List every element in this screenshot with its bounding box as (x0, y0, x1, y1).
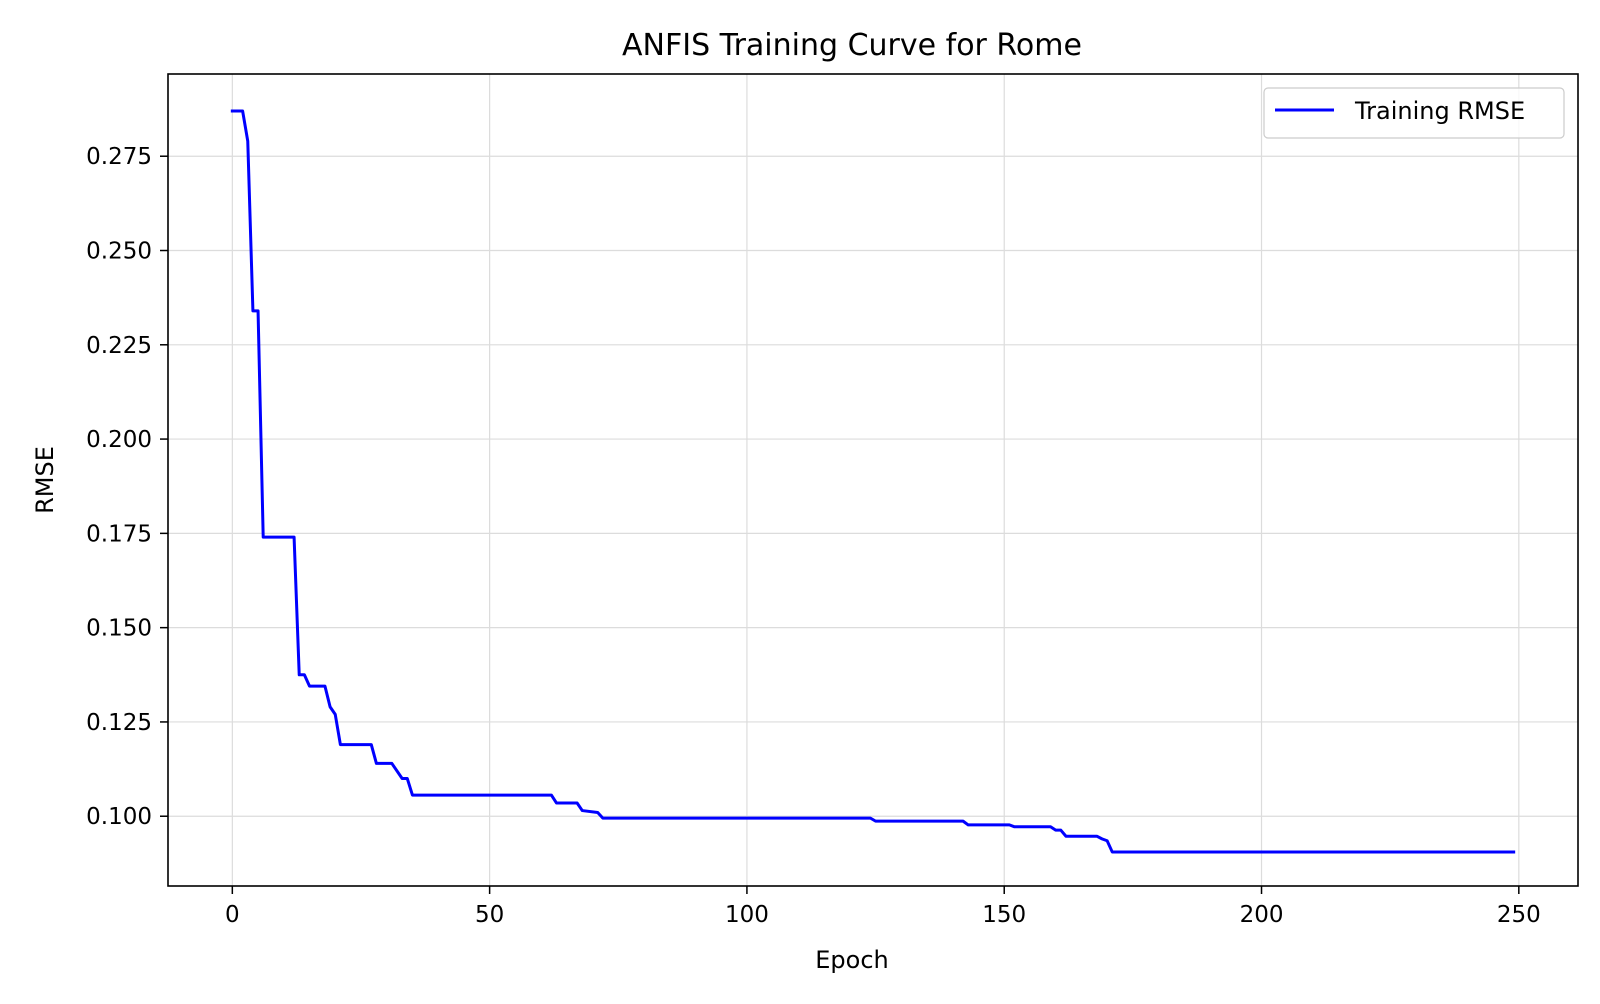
y-axis-label: RMSE (31, 446, 59, 514)
x-tick-label: 100 (725, 902, 769, 928)
y-tick-label: 0.250 (86, 239, 152, 265)
series-layer (230, 109, 1516, 854)
legend: Training RMSE (1263, 87, 1565, 139)
legend-box (1263, 87, 1565, 139)
x-tick-label: 150 (982, 902, 1026, 928)
y-tick-label: 0.225 (86, 333, 152, 359)
y-tick-label: 0.175 (86, 521, 152, 547)
series-line-training-rmse (230, 109, 1516, 854)
x-tick-label: 200 (1240, 902, 1284, 928)
y-tick-label: 0.150 (86, 616, 152, 642)
y-tick-label: 0.200 (86, 427, 152, 453)
y-axis-ticks: 0.100 0.125 0.150 0.175 0.200 0.225 0.250 0.275 (86, 144, 168, 830)
x-axis-ticks: 0 50 100 150 200 250 (225, 886, 1541, 928)
x-tick-label: 250 (1497, 902, 1541, 928)
plot-frame (167, 73, 1579, 887)
x-axis-label: Epoch (815, 946, 889, 974)
chart-title: ANFIS Training Curve for Rome (622, 28, 1082, 63)
x-tick-label: 50 (475, 902, 504, 928)
y-tick-label: 0.275 (86, 144, 152, 170)
grid-lines (168, 74, 1578, 886)
x-tick-label: 0 (225, 902, 240, 928)
y-tick-label: 0.100 (86, 804, 152, 830)
y-tick-label: 0.125 (86, 710, 152, 736)
legend-label-training-rmse: Training RMSE (1354, 97, 1525, 125)
